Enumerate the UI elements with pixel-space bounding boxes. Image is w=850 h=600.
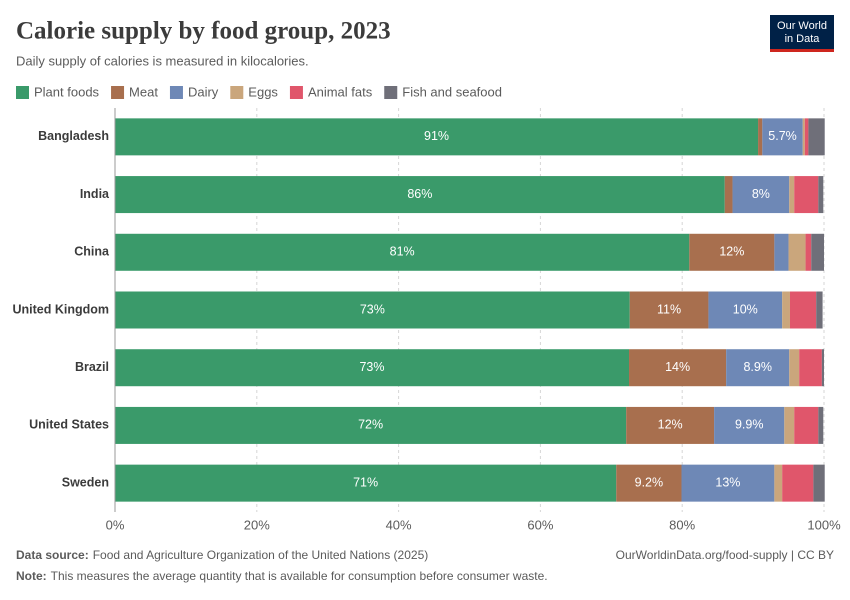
data-label: 71% xyxy=(353,475,378,489)
bar-segment xyxy=(788,233,806,271)
bar-segment xyxy=(782,291,790,329)
bar-segment xyxy=(616,464,682,502)
bar-segment xyxy=(629,291,709,329)
y-tick-label: United Kingdom xyxy=(12,302,109,316)
bar-segment xyxy=(115,349,630,387)
bar-segment xyxy=(758,118,763,156)
bar-segment xyxy=(681,464,775,502)
data-label: 86% xyxy=(407,187,432,201)
data-label: 91% xyxy=(424,129,449,143)
bar-segment xyxy=(813,464,825,502)
data-label: 11% xyxy=(657,302,681,316)
legend-label: Animal fats xyxy=(308,84,373,99)
data-label: 73% xyxy=(359,360,384,374)
logo-underline xyxy=(770,49,834,52)
data-label: 72% xyxy=(358,418,383,432)
bar-segment xyxy=(115,176,725,214)
bar-segment xyxy=(821,349,824,387)
logo-box xyxy=(770,15,834,51)
source-url: OurWorldinData.org/food-supply | CC BY xyxy=(616,548,834,562)
bar-segment xyxy=(816,291,823,329)
data-label: 12% xyxy=(719,245,744,259)
x-tick-label: 60% xyxy=(527,517,553,532)
bar-segment xyxy=(626,406,715,444)
data-label: 10% xyxy=(733,302,758,316)
data-label: 8% xyxy=(752,187,770,201)
data-label: 8.9% xyxy=(743,360,772,374)
data-label: 5.7% xyxy=(768,129,797,143)
legend-label: Eggs xyxy=(248,84,278,99)
note-text: This measures the average quantity that … xyxy=(51,569,548,583)
legend-swatch xyxy=(289,86,303,99)
bar-segment xyxy=(714,406,785,444)
bar-segment xyxy=(799,349,822,387)
bar-segment xyxy=(774,464,783,502)
bar-segment xyxy=(689,233,775,271)
note-label: Note: xyxy=(16,569,47,583)
bar-segment xyxy=(805,233,812,271)
bar-segment xyxy=(115,233,690,271)
legend-swatch xyxy=(16,86,29,99)
y-tick-label: United States xyxy=(29,418,109,432)
chart-subtitle: Daily supply of calories is measured in … xyxy=(16,53,309,68)
legend-label: Dairy xyxy=(188,84,219,99)
bar-segment xyxy=(811,233,824,271)
bar-segment xyxy=(802,118,805,156)
bar-segment xyxy=(115,464,617,502)
chart-title: Calorie supply by food group, 2023 xyxy=(16,18,391,45)
bar-segment xyxy=(784,406,795,444)
x-tick-label: 40% xyxy=(386,517,412,532)
source-text: Food and Agriculture Organization of the… xyxy=(93,548,429,562)
data-label: 14% xyxy=(665,360,690,374)
legend-label: Meat xyxy=(129,84,158,99)
y-tick-label: Brazil xyxy=(75,360,109,374)
bar-segment xyxy=(762,118,803,156)
bar-segment xyxy=(732,176,790,214)
bar-segment xyxy=(629,349,727,387)
bar-segment xyxy=(818,406,824,444)
x-tick-label: 80% xyxy=(669,517,695,532)
y-tick-label: China xyxy=(74,245,110,259)
data-label: 12% xyxy=(658,418,683,432)
bar-segment xyxy=(782,464,814,502)
bar-segment xyxy=(804,118,809,156)
legend-swatch xyxy=(111,86,125,99)
legend-swatch xyxy=(169,86,183,99)
data-label: 9.9% xyxy=(735,418,764,432)
x-tick-label: 0% xyxy=(106,517,125,532)
bar-segment xyxy=(115,406,627,444)
bar-segment xyxy=(789,291,817,329)
bar-segment xyxy=(808,118,825,156)
data-label: 9.2% xyxy=(635,475,664,489)
note: Note: This measures the average quantity … xyxy=(16,569,548,583)
legend-swatch xyxy=(384,86,398,99)
y-tick-label: Sweden xyxy=(62,475,109,489)
bar-segment xyxy=(115,291,630,329)
bar-segment xyxy=(794,176,819,214)
bar-segment xyxy=(794,406,819,444)
bar-segment xyxy=(818,176,824,214)
bar-segment xyxy=(708,291,783,329)
data-label: 81% xyxy=(390,245,415,259)
bar-segment xyxy=(726,349,790,387)
bar-segment xyxy=(774,233,789,271)
x-tick-label: 20% xyxy=(244,517,270,532)
logo-text: Our World xyxy=(777,20,827,32)
y-tick-label: Bangladesh xyxy=(38,129,109,143)
legend-label: Plant foods xyxy=(34,84,100,99)
logo-text: in Data xyxy=(785,33,821,45)
x-tick-label: 100% xyxy=(807,517,841,532)
y-tick-label: India xyxy=(80,187,110,201)
bar-segment xyxy=(789,349,800,387)
bar-segment xyxy=(789,176,795,214)
data-label: 13% xyxy=(715,475,740,489)
bar-segment xyxy=(115,118,759,156)
legend-label: Fish and seafood xyxy=(402,84,502,99)
source-label: Data source: xyxy=(16,548,89,562)
source: Data source: Food and Agriculture Organiz… xyxy=(16,548,428,562)
bar-segment xyxy=(724,176,733,214)
legend-swatch xyxy=(230,86,244,99)
data-label: 73% xyxy=(360,302,385,316)
